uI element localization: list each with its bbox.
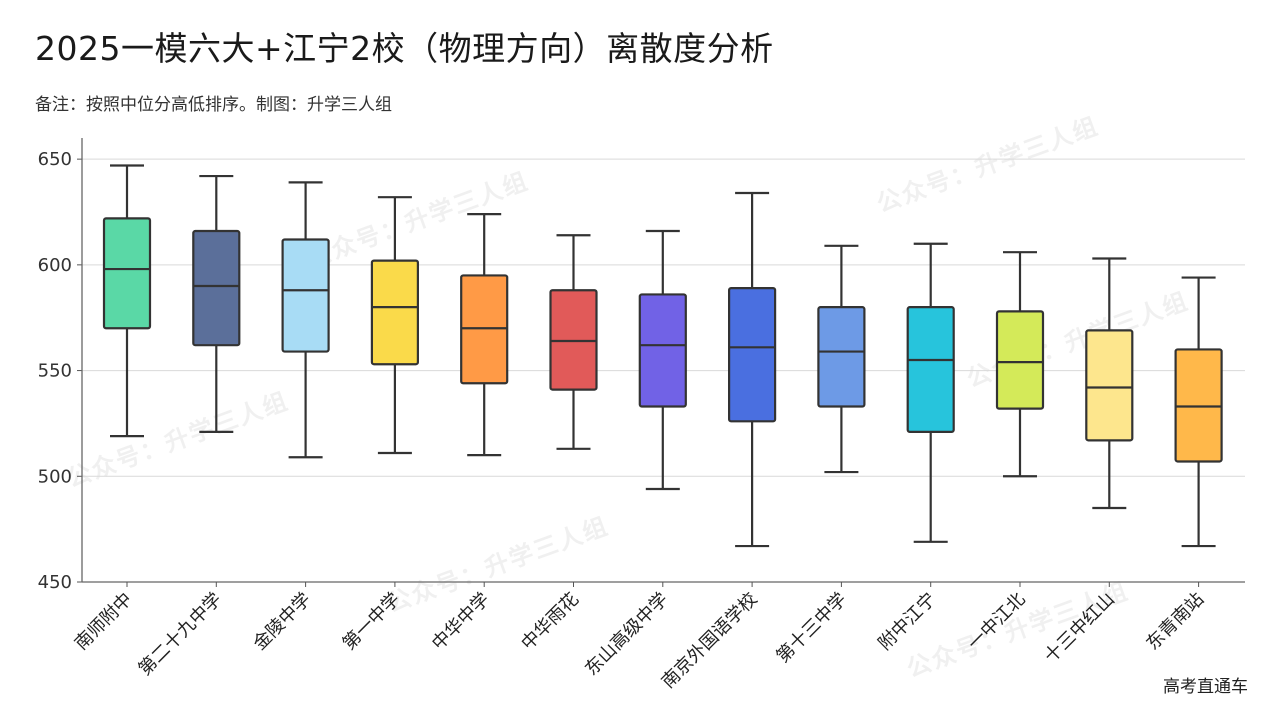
y-tick-label: 600 (38, 255, 72, 276)
y-tick-label: 550 (38, 361, 72, 382)
box-2 (192, 174, 241, 433)
y-tick-label: 650 (38, 149, 72, 170)
iqr-box (192, 229, 241, 347)
x-tick-label: 南京外国语学校 (658, 589, 762, 693)
box-4 (370, 196, 419, 455)
box-13 (1174, 276, 1223, 548)
box-11 (995, 251, 1045, 478)
box-8 (727, 191, 777, 548)
x-tick-label: 第十三中学 (772, 589, 850, 667)
box-12 (1085, 257, 1134, 510)
iqr-box (638, 293, 687, 408)
chart-title: 2025一模六大+江宁2校（物理方向）离散度分析 (35, 29, 774, 68)
x-tick-label: 一中江北 (964, 589, 1030, 655)
chart-subtitle: 备注：按照中位分高低排序。制图：升学三人组 (35, 95, 392, 115)
iqr-box (727, 287, 777, 423)
iqr-box (906, 306, 955, 433)
x-tick-label: 金陵中学 (249, 589, 315, 655)
x-tick-label: 附中江宁 (874, 589, 940, 655)
y-tick-label: 450 (38, 572, 72, 593)
x-tick-label: 东青南站 (1142, 589, 1208, 655)
box-10 (906, 242, 955, 543)
x-tick-label: 第二十九中学 (135, 589, 226, 680)
x-tick-label: 第一中学 (339, 589, 405, 655)
iqr-box (1085, 329, 1134, 442)
iqr-box (102, 217, 152, 330)
iqr-box (817, 306, 866, 408)
box-7 (638, 229, 687, 491)
x-tick-label: 十三中红山 (1040, 589, 1118, 667)
x-tick-label: 东山高级中学 (581, 589, 672, 680)
box-9 (817, 244, 866, 474)
iqr-box (370, 259, 419, 366)
iqr-box (995, 310, 1045, 410)
x-tick-label: 中华雨花 (517, 589, 583, 655)
box-5 (460, 213, 509, 457)
footer-brand: 高考直通车 (1163, 677, 1248, 697)
box-6 (549, 234, 598, 450)
x-tick-label: 南师附中 (71, 589, 137, 655)
x-tick-label: 中华中学 (428, 589, 494, 655)
box-3 (281, 181, 330, 459)
box-1 (102, 164, 152, 438)
y-tick-label: 500 (38, 466, 72, 487)
iqr-box (281, 238, 330, 353)
